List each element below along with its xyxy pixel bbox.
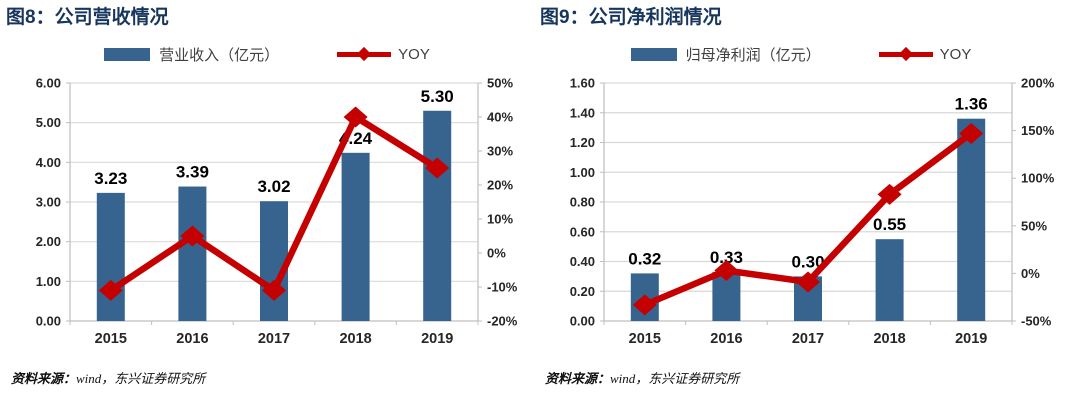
source-label: 资料来源： xyxy=(545,371,611,386)
bar-swatch-icon xyxy=(104,47,151,61)
svg-text:200%: 200% xyxy=(1021,76,1055,91)
svg-text:0.55: 0.55 xyxy=(873,215,906,234)
svg-text:100%: 100% xyxy=(1021,171,1055,186)
svg-text:-20%: -20% xyxy=(487,314,518,329)
svg-text:50%: 50% xyxy=(1021,218,1047,233)
svg-text:30%: 30% xyxy=(487,144,513,159)
svg-text:2.00: 2.00 xyxy=(36,234,61,249)
svg-text:2016: 2016 xyxy=(176,331,208,347)
svg-text:2015: 2015 xyxy=(95,331,127,347)
svg-text:2017: 2017 xyxy=(258,331,290,347)
svg-text:0%: 0% xyxy=(1021,266,1040,281)
source-label: 资料来源： xyxy=(11,371,77,386)
svg-text:5.00: 5.00 xyxy=(36,115,61,130)
chart-panel-net-profit: 图9：公司净利润情况 归母净利润（亿元） YOY 1.60 1.40 1.20 1.0… xyxy=(534,0,1068,401)
svg-text:0.00: 0.00 xyxy=(570,314,595,329)
legend-line-label: YOY xyxy=(939,45,972,63)
svg-text:2016: 2016 xyxy=(710,331,742,347)
svg-text:3.02: 3.02 xyxy=(257,177,290,196)
revenue-combo-chart: 6.00 5.00 4.00 3.00 2.00 1.00 0.00 50% 40% 30% 20%… xyxy=(36,76,518,348)
line-diamond-icon xyxy=(878,51,933,57)
legend-bar-label: 营业收入（亿元） xyxy=(159,46,280,64)
svg-text:1.36: 1.36 xyxy=(955,95,988,114)
svg-text:3.39: 3.39 xyxy=(176,163,209,182)
source-note: 资料来源：wind，东兴证券研究所 xyxy=(11,368,534,387)
svg-text:150%: 150% xyxy=(1021,123,1055,138)
svg-text:3.00: 3.00 xyxy=(36,195,61,210)
svg-text:10%: 10% xyxy=(487,212,513,227)
svg-text:2018: 2018 xyxy=(873,331,905,347)
svg-text:2017: 2017 xyxy=(792,331,824,347)
svg-text:0.40: 0.40 xyxy=(570,254,595,269)
legend-item-line: YOY xyxy=(337,46,430,63)
legend-item-bar: 归母净利润（亿元） xyxy=(630,44,821,65)
svg-text:1.00: 1.00 xyxy=(36,274,61,289)
svg-text:1.60: 1.60 xyxy=(570,76,595,91)
chart-title-net-profit: 图9：公司净利润情况 xyxy=(540,7,722,28)
legend-bar-label: 归母净利润（亿元） xyxy=(685,46,821,64)
source-note: 资料来源：wind，东兴证券研究所 xyxy=(545,368,1068,387)
svg-text:2019: 2019 xyxy=(955,331,987,347)
chart-panel-revenue: 图8：公司营收情况 营业收入（亿元） YOY 6.00 5.00 4.00 3.00 2… xyxy=(0,0,534,401)
svg-text:40%: 40% xyxy=(487,110,513,125)
line-diamond-icon xyxy=(337,51,392,57)
legend-line-label: YOY xyxy=(398,45,430,63)
chart-title-revenue: 图8：公司营收情况 xyxy=(6,7,169,28)
svg-text:3.23: 3.23 xyxy=(94,169,127,188)
svg-text:-50%: -50% xyxy=(1021,314,1052,329)
svg-text:2018: 2018 xyxy=(339,331,371,347)
source-text: wind，东兴证券研究所 xyxy=(610,371,740,386)
svg-text:4.00: 4.00 xyxy=(36,155,61,170)
svg-text:50%: 50% xyxy=(487,76,513,91)
svg-text:5.30: 5.30 xyxy=(421,87,454,106)
svg-text:0.00: 0.00 xyxy=(36,314,61,329)
svg-text:0.30: 0.30 xyxy=(791,252,824,271)
svg-text:0%: 0% xyxy=(487,246,506,261)
bar-swatch-icon xyxy=(630,47,677,61)
svg-text:2015: 2015 xyxy=(629,331,661,347)
svg-text:20%: 20% xyxy=(487,178,513,193)
legend-revenue: 营业收入（亿元） YOY xyxy=(0,39,534,69)
svg-text:0.33: 0.33 xyxy=(710,248,743,267)
svg-text:2019: 2019 xyxy=(421,331,453,347)
source-text: wind，东兴证券研究所 xyxy=(76,371,206,386)
svg-text:6.00: 6.00 xyxy=(36,76,61,91)
legend-item-line: YOY xyxy=(878,45,972,63)
svg-text:0.80: 0.80 xyxy=(570,195,595,210)
svg-text:-10%: -10% xyxy=(487,280,518,295)
svg-text:1.20: 1.20 xyxy=(570,135,595,150)
svg-text:0.32: 0.32 xyxy=(628,249,661,268)
svg-text:1.00: 1.00 xyxy=(570,165,595,180)
svg-text:0.20: 0.20 xyxy=(570,284,595,299)
svg-text:0.60: 0.60 xyxy=(570,224,595,239)
svg-text:1.40: 1.40 xyxy=(570,105,595,120)
net-profit-combo-chart: 1.60 1.40 1.20 1.00 0.80 0.60 0.40 0.20 0.00 200%… xyxy=(570,76,1055,348)
legend-item-bar: 营业收入（亿元） xyxy=(104,44,279,65)
legend-net-profit: 归母净利润（亿元） YOY xyxy=(534,39,1068,69)
